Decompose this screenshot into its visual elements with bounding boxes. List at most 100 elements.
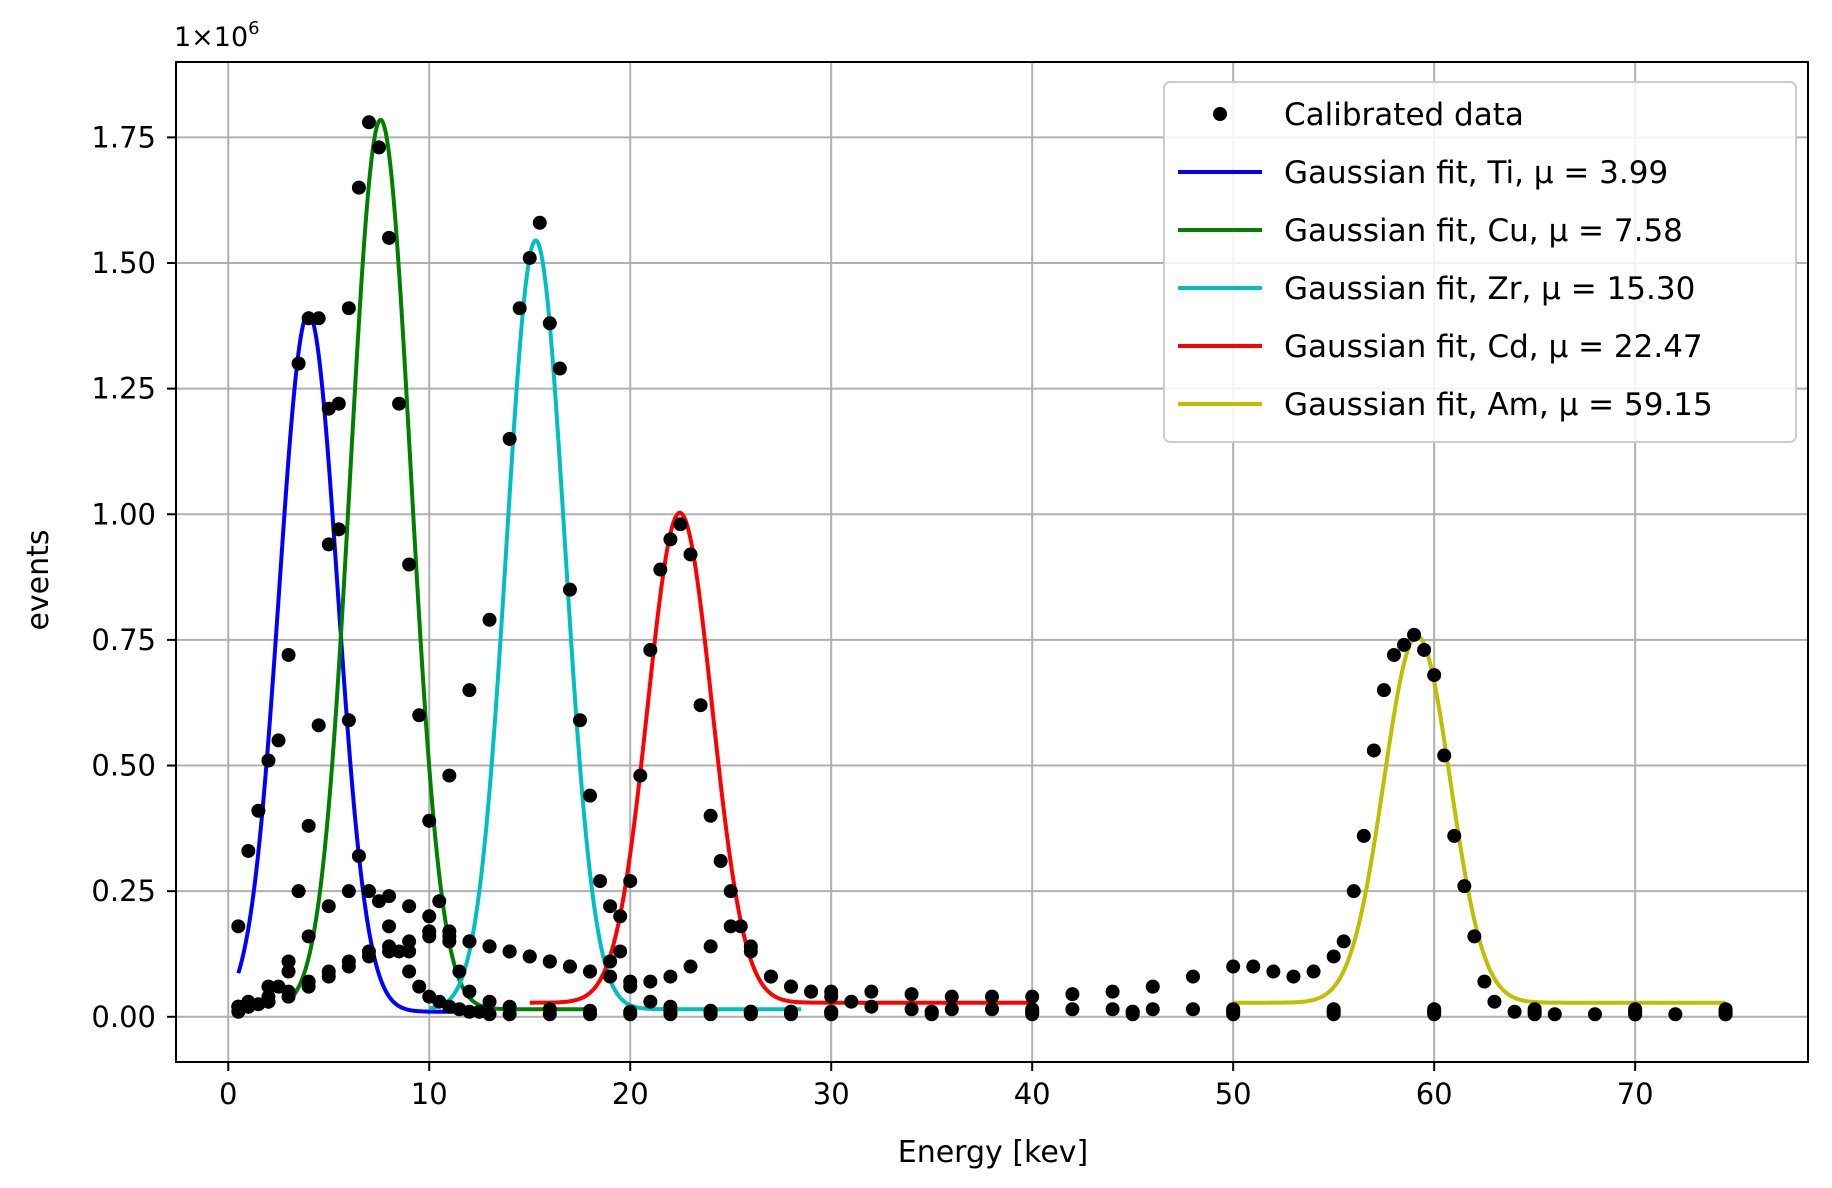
data-point [462,934,477,949]
data-point [583,964,598,979]
data-point [281,964,296,979]
data-point [291,884,306,899]
data-point [281,984,296,999]
data-point [643,642,658,657]
data-point [1397,637,1412,652]
data-point [512,301,527,316]
data-point [1487,994,1502,1009]
x-tick-label: 70 [1617,1077,1654,1111]
data-point [743,1004,758,1019]
data-point [1025,989,1040,1004]
data-series-cd-source [231,517,1733,1017]
data-point [402,964,417,979]
data-point [703,1003,718,1018]
legend-box [1163,81,1797,443]
data-point [462,1004,477,1019]
data-point [1718,1007,1733,1022]
fit-curve-cu [287,117,592,1012]
data-point [442,768,457,783]
y-tick-label: 1.25 [91,372,156,406]
data-point [301,818,316,833]
legend-label: Gaussian fit, Cd, μ = 22.47 [1284,329,1703,365]
data-point [402,944,417,959]
legend-label: Calibrated data [1284,97,1524,133]
data-point [1507,1004,1522,1019]
data-point [1346,884,1361,899]
data-point [1246,959,1261,974]
data-point [402,899,417,914]
data-point [1427,668,1442,683]
data-point [572,713,587,728]
data-point [522,250,537,265]
data-point [301,974,316,989]
data-point [1326,1002,1341,1017]
data-point [1668,1007,1683,1022]
y-tick-label: 0.75 [91,623,156,657]
data-point [562,959,577,974]
data-point [351,180,366,195]
y-offset-exponent: 6 [248,18,259,39]
data-point [603,969,618,984]
data-point [442,929,457,944]
data-point [1356,828,1371,843]
data-point [542,316,557,331]
data-point [1145,979,1160,994]
data-point [643,994,658,1009]
data-point [502,944,517,959]
axis-ticks: 0 10 20 30 40 50 60 70 0.00 0.25 0.50 0.75 1.00 1.25 1… [91,120,1653,1111]
y-axis-label: events [21,529,56,630]
data-point [643,974,658,989]
data-point [603,899,618,914]
data-point [723,884,738,899]
data-point [241,843,256,858]
data-point [904,1002,919,1017]
data-point [331,522,346,537]
data-point [321,899,336,914]
data-point [1457,879,1472,894]
x-tick-label: 10 [411,1077,448,1111]
data-point [241,999,256,1014]
data-point [502,999,517,1014]
data-point [422,909,437,924]
x-tick-label: 0 [219,1077,237,1111]
data-point [301,929,316,944]
data-point [613,909,628,924]
data-point [1226,959,1241,974]
data-point [422,813,437,828]
data-point [623,1004,638,1019]
data-point [824,984,839,999]
data-point [824,1004,839,1019]
data-point [1376,683,1391,698]
fit-curve-zr [428,238,802,1012]
data-point [1065,1002,1080,1017]
data-point [1145,1002,1160,1017]
data-point [784,1004,799,1019]
data-point [1477,974,1492,989]
data-point [944,1002,959,1017]
data-point [1226,1002,1241,1017]
data-point [261,979,276,994]
data-point [311,311,326,326]
data-point [583,788,598,803]
data-point [341,301,356,316]
data-point [1386,647,1401,662]
data-point [713,853,728,868]
data-point [985,1002,999,1017]
data-point [733,919,748,934]
data-point [1125,1004,1140,1019]
data-point [924,1004,939,1019]
data-point [482,612,497,627]
data-point [402,934,417,949]
data-point [321,537,336,552]
data-point [633,768,648,783]
data-point [532,215,547,230]
data-point [763,969,778,984]
data-point [1266,964,1281,979]
data-point [864,984,879,999]
data-point [502,431,517,446]
data-point [412,979,427,994]
data-point [261,753,276,768]
data-point [703,808,718,823]
x-tick-label: 50 [1215,1077,1252,1111]
data-point [1427,1002,1442,1017]
